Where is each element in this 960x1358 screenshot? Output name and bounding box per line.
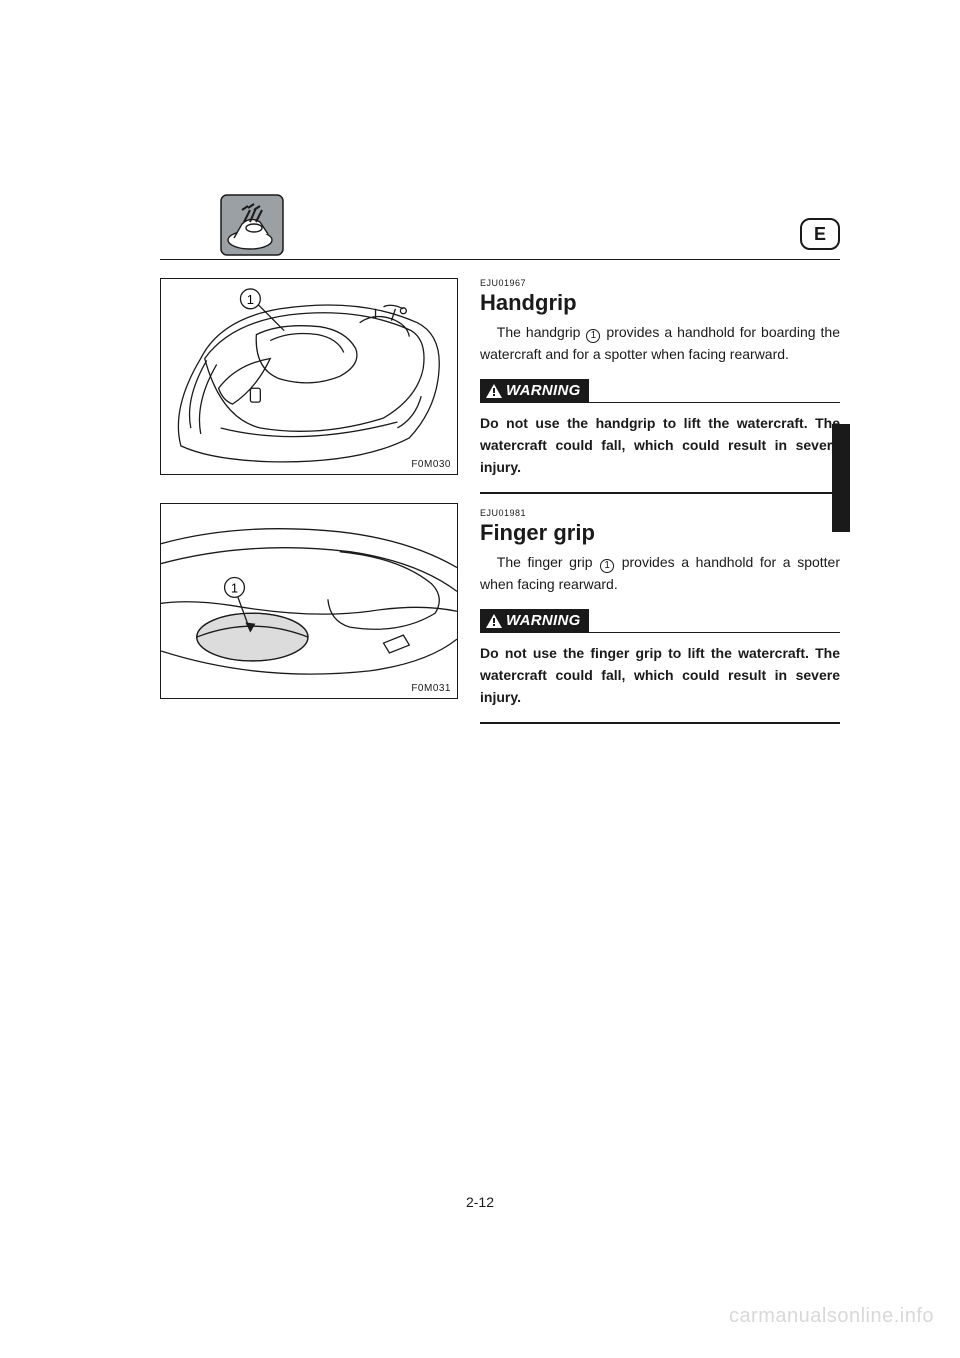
warning-block: WARNING xyxy=(480,379,840,403)
warning-label-text: WARNING xyxy=(506,382,581,399)
body-text: The finger grip xyxy=(497,554,599,570)
figure-fingergrip: 1 F0M031 xyxy=(160,503,458,700)
warning-label-text: WARNING xyxy=(506,612,581,629)
separator-rule xyxy=(480,722,840,724)
reference-code: EJU01981 xyxy=(480,508,840,518)
warning-block: WARNING xyxy=(480,609,840,633)
content-area: 1 F0M030 xyxy=(160,278,840,738)
warning-text: Do not use the handgrip to lift the wate… xyxy=(480,413,840,478)
figure-code: F0M031 xyxy=(411,683,451,694)
language-code: E xyxy=(814,224,826,245)
callout-ref: 1 xyxy=(586,329,600,343)
page-number: 2-12 xyxy=(0,1194,960,1210)
header-rule xyxy=(160,259,840,261)
callout-ref: 1 xyxy=(600,559,614,573)
figure-callout-num: 1 xyxy=(247,292,254,307)
section-body: The finger grip 1 provides a handhold fo… xyxy=(480,552,840,595)
separator-rule xyxy=(480,492,840,494)
reference-code: EJU01967 xyxy=(480,278,840,288)
section-heading: Handgrip xyxy=(480,290,840,316)
figure-handgrip: 1 F0M030 xyxy=(160,278,458,475)
text-column: EJU01967 Handgrip The handgrip 1 provide… xyxy=(480,278,840,738)
chapter-icon xyxy=(220,194,284,256)
warning-label: WARNING xyxy=(480,609,589,632)
page-header: E xyxy=(160,194,840,266)
warning-icon xyxy=(486,384,502,398)
warning-icon xyxy=(486,614,502,628)
warning-text: Do not use the finger grip to lift the w… xyxy=(480,643,840,708)
body-text: The handgrip xyxy=(497,324,586,340)
warning-label: WARNING xyxy=(480,379,589,402)
figure-code: F0M030 xyxy=(411,459,451,470)
language-badge: E xyxy=(800,218,840,250)
watermark: carmanualsonline.info xyxy=(729,1305,934,1328)
manual-page: E xyxy=(0,0,960,1358)
section-body: The handgrip 1 provides a handhold for b… xyxy=(480,322,840,365)
figure-callout-num: 1 xyxy=(231,580,238,595)
figures-column: 1 F0M030 xyxy=(160,278,458,738)
section-heading: Finger grip xyxy=(480,520,840,546)
